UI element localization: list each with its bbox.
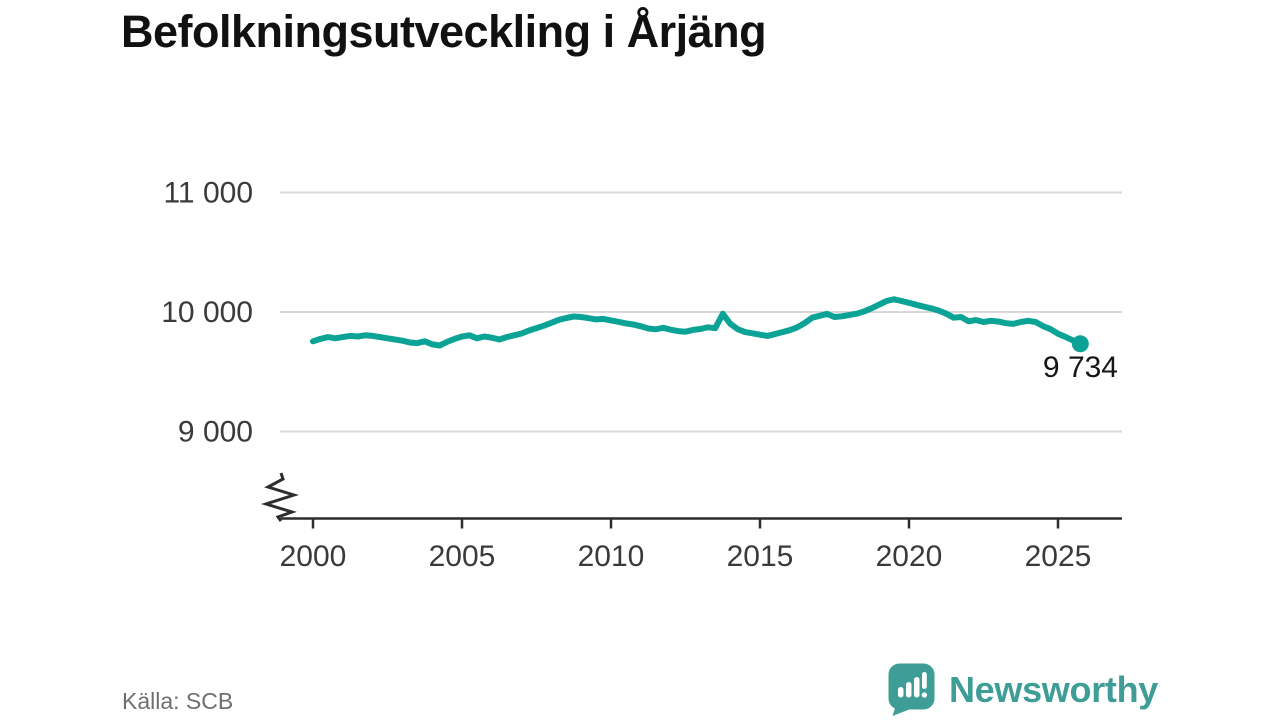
series-endpoint-dot — [1071, 335, 1089, 353]
x-tick-label: 2020 — [876, 540, 943, 573]
population-line-chart: 9 000 10 000 11 000 2000 2005 2010 2015 2020 202… — [161, 177, 1122, 573]
newsworthy-logo-icon — [888, 663, 935, 716]
y-tick-label: 10 000 — [161, 296, 253, 329]
y-tick-label: 9 000 — [178, 416, 253, 449]
newsworthy-logo: Newsworthy — [888, 662, 1158, 718]
y-axis-break-symbol — [261, 472, 299, 522]
end-value-label: 9 734 — [1043, 351, 1118, 384]
x-tick-label: 2000 — [280, 540, 347, 573]
population-series-line — [310, 296, 1084, 349]
x-tick-label: 2010 — [578, 540, 645, 573]
y-tick-label: 11 000 — [163, 177, 253, 210]
source-label: Källa: SCB — [122, 688, 234, 714]
newsworthy-logo-text: Newsworthy — [948, 669, 1158, 710]
x-tick-label: 2015 — [727, 540, 794, 573]
x-tick-label: 2025 — [1025, 540, 1092, 573]
x-tick-label: 2005 — [429, 540, 496, 573]
chart-title: Befolkningsutveckling i Årjäng — [121, 6, 767, 57]
